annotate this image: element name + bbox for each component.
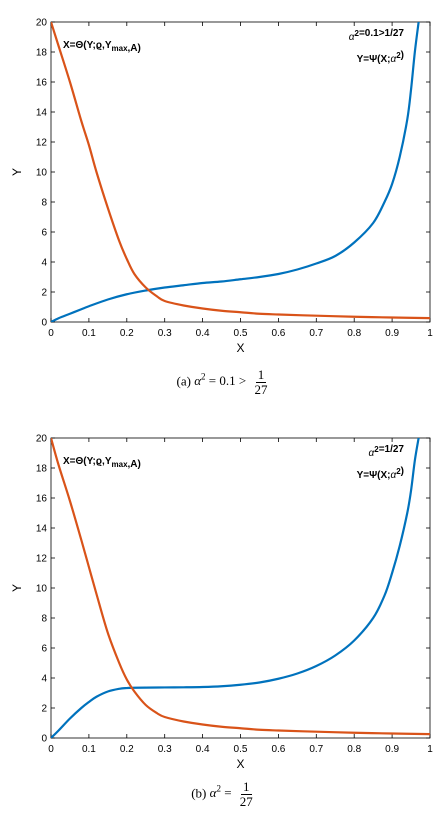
caption-b-label: (b) xyxy=(191,785,207,801)
caption-a-num: 1 xyxy=(255,367,267,383)
chart-b-annotation-theta: X=Θ(Y;ϱ,Ymax,A) xyxy=(63,456,141,470)
chart-b-ytick-label: 0 xyxy=(41,734,47,745)
chart-b-xtick-label: 0.7 xyxy=(309,744,323,755)
chart-a-ytick-label: 12 xyxy=(36,138,48,149)
caption-a-expr: α2 = 0.1 > xyxy=(194,372,247,389)
chart-b-ytick-label: 20 xyxy=(36,434,48,445)
chart-a-ytick-label: 6 xyxy=(41,228,47,239)
chart-a-ytick-label: 4 xyxy=(41,258,47,269)
chart-a-xtick-label: 0.2 xyxy=(120,328,134,339)
caption-b-den: 27 xyxy=(239,794,253,809)
caption-a-den: 27 xyxy=(254,382,268,397)
chart-b-xtick-label: 0.1 xyxy=(82,744,96,755)
chart-b-xtick-label: 1 xyxy=(427,744,433,755)
caption-b: (b) α2 = 1 27 xyxy=(0,780,446,809)
chart-a-ytick-label: 14 xyxy=(36,108,48,119)
chart-b-ytick-label: 10 xyxy=(36,584,48,595)
chart-a-xlabel: X xyxy=(236,341,244,355)
chart-b-xtick-label: 0.9 xyxy=(385,744,399,755)
chart-b-ytick-label: 4 xyxy=(41,674,47,685)
chart-b-ytick-label: 2 xyxy=(41,704,47,715)
chart-a-annotation-psi: Y=Ψ(X;α2) xyxy=(357,50,404,65)
chart-a-ylabel: Y xyxy=(10,168,24,176)
chart-a-xtick-label: 0.6 xyxy=(271,328,285,339)
chart-a-ytick-label: 2 xyxy=(41,288,47,299)
chart-b-xtick-label: 0.2 xyxy=(120,744,134,755)
chart-b-plot-frame xyxy=(50,437,431,739)
chart-a-series-line-blue xyxy=(51,22,420,322)
chart-a-ytick-label: 8 xyxy=(41,198,47,209)
chart-b-xtick-label: 0.5 xyxy=(234,744,248,755)
chart-a-xtick-label: 0.1 xyxy=(82,328,96,339)
chart-a-ytick-label: 20 xyxy=(36,18,48,29)
caption-b-num: 1 xyxy=(241,779,252,795)
caption-a-fraction: 1 27 xyxy=(252,368,269,397)
chart-a-ytick-label: 0 xyxy=(41,318,47,329)
chart-a-xtick-label: 0.7 xyxy=(309,328,323,339)
chart-a-annotation-theta: X=Θ(Y;ϱ,Ymax,A) xyxy=(63,40,141,54)
chart-a-ytick-label: 10 xyxy=(36,168,48,179)
caption-a: (a) α2 = 0.1 > 1 27 xyxy=(0,368,446,397)
chart-a-series-line-orange xyxy=(51,22,430,320)
chart-a-xtick-label: 0.4 xyxy=(196,328,210,339)
caption-b-fraction: 1 27 xyxy=(238,780,255,809)
caption-a-label: (a) xyxy=(176,373,191,389)
chart-b-ytick-label: 6 xyxy=(41,644,47,655)
chart-b-xtick-label: 0.4 xyxy=(196,744,210,755)
chart-a-annotation-alpha: α2=0.1>1/27 xyxy=(349,28,405,43)
chart-b: 0 0.1 0.2 0.3 0.4 0.5 0.6 0.7 0.8 0.9 102468101214… xyxy=(10,434,433,772)
chart-a-xtick-label: 0.8 xyxy=(347,328,361,339)
chart-b-ytick-label: 8 xyxy=(41,614,47,625)
chart-b-series-line-blue xyxy=(51,438,420,738)
caption-b-expr: α2 = xyxy=(209,784,232,801)
chart-b-ylabel: Y xyxy=(10,584,24,592)
chart-b-annotation-alpha: α2=1/27 xyxy=(369,444,405,459)
chart-b-xtick-label: 0 xyxy=(48,744,54,755)
chart-a-ytick-label: 16 xyxy=(36,78,48,89)
chart-a-ytick-label: 18 xyxy=(36,48,48,59)
chart-b-xlabel: X xyxy=(236,757,244,771)
chart-b-annotation-psi: Y=Ψ(X;α2) xyxy=(357,466,404,481)
chart-b-ytick-label: 18 xyxy=(36,464,48,475)
chart-b-ytick-label: 12 xyxy=(36,554,48,565)
chart-b-xtick-label: 0.3 xyxy=(158,744,172,755)
chart-b-series-line-orange xyxy=(51,438,430,736)
chart-a-xtick-label: 0.5 xyxy=(234,328,248,339)
chart-b-ytick-label: 14 xyxy=(36,524,48,535)
chart-b-ytick-label: 16 xyxy=(36,494,48,505)
chart-b-xtick-label: 0.8 xyxy=(347,744,361,755)
chart-a-xtick-label: 0.9 xyxy=(385,328,399,339)
chart-a: 0 0.1 0.2 0.3 0.4 0.5 0.6 0.7 0.8 0.9 102468101214… xyxy=(10,18,433,356)
chart-a-xtick-label: 0 xyxy=(48,328,54,339)
chart-a-xtick-label: 0.3 xyxy=(158,328,172,339)
chart-b-xtick-label: 0.6 xyxy=(271,744,285,755)
chart-a-plot-frame xyxy=(50,21,431,323)
chart-a-xtick-label: 1 xyxy=(427,328,433,339)
